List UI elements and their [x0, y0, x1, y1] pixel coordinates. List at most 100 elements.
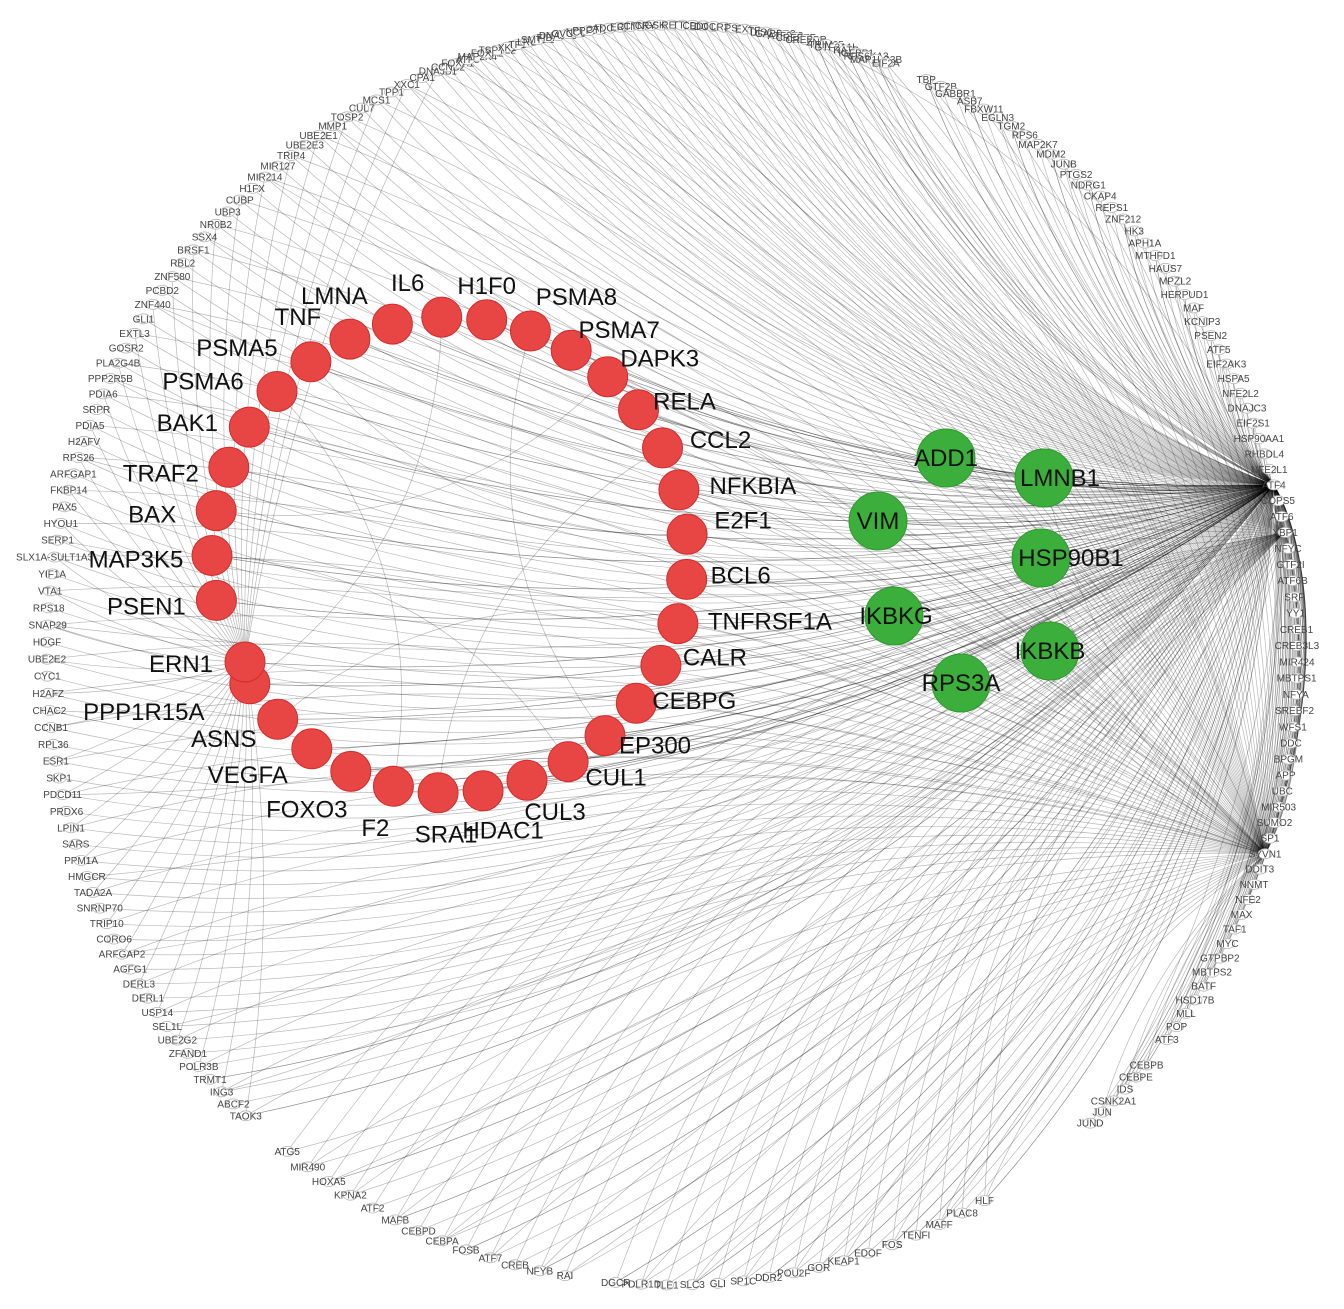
outer-node-label: TRIP4	[277, 151, 306, 162]
edge	[1234, 853, 1266, 930]
outer-node-label: ABCF2	[217, 1099, 250, 1110]
outer-node-mir503	[1271, 801, 1286, 813]
edge	[1273, 484, 1293, 565]
edge	[925, 79, 1274, 486]
edge	[984, 853, 1266, 1201]
outer-node-keap1	[836, 1255, 851, 1267]
outer-node-arfgap2	[114, 948, 130, 960]
outer-node-label: ING3	[210, 1087, 234, 1098]
edge	[78, 457, 1286, 562]
outer-node-label: MBTPS1	[1277, 674, 1317, 685]
edge	[955, 93, 1274, 486]
outer-node-creb	[507, 1259, 523, 1271]
outer-node-label: RATB	[833, 46, 859, 57]
edge	[350, 532, 1286, 1196]
edge	[102, 393, 246, 663]
outer-node-label: CTN1	[586, 25, 613, 36]
outer-node-label: HOXA5	[312, 1177, 346, 1188]
red-node-bax	[195, 490, 237, 532]
edge	[768, 484, 1275, 1278]
edge	[768, 532, 1286, 1278]
outer-node-label: RBL2	[170, 259, 195, 270]
outer-node-label: NFE2	[1235, 895, 1261, 906]
edge	[58, 484, 1275, 806]
edge	[198, 847, 1266, 1067]
edge	[350, 757, 1266, 855]
outer-node-lpin1	[63, 822, 79, 834]
outer-node-label: EIF2A	[872, 59, 900, 70]
outer-node-label: JUN	[1092, 1108, 1111, 1119]
outer-node-label: XBP1	[1272, 528, 1298, 539]
edge	[825, 44, 1266, 854]
red-node-label: PSMA8	[536, 284, 617, 311]
edge	[350, 853, 1266, 1196]
edge	[318, 135, 1274, 489]
red-node-e2f1	[666, 513, 708, 555]
outer-node-label: HYOU1	[44, 519, 79, 530]
edge	[93, 484, 1275, 899]
outer-node-tenfi	[908, 1229, 924, 1241]
outer-node-hoxa5	[321, 1176, 337, 1187]
edge	[1174, 281, 1275, 486]
outer-node-label: SYVN1	[1249, 849, 1282, 860]
edge	[47, 484, 1274, 733]
outer-node-label: GOSR2	[109, 344, 144, 355]
outer-node-label: REPS1	[1095, 203, 1128, 214]
outer-node-label: MIR214	[247, 173, 282, 184]
outer-node-abcf2	[226, 1098, 241, 1110]
edge	[328, 532, 1286, 1182]
edge	[487, 52, 1274, 486]
edge	[75, 484, 1275, 858]
outer-node-label: DDIT3	[1245, 865, 1274, 876]
edge	[1273, 484, 1307, 792]
red-node-bcl6	[666, 558, 708, 600]
outer-node-gosr2	[118, 342, 134, 354]
outer-node-label: DISC1	[750, 28, 780, 39]
edge	[961, 532, 1286, 1214]
outer-node-label: MAFF	[926, 1220, 953, 1231]
edge	[1075, 174, 1275, 486]
edge	[204, 236, 1286, 533]
outer-node-label: DNAJC3	[1228, 404, 1267, 415]
red-node-label: IL6	[391, 270, 424, 297]
edge	[681, 24, 1274, 486]
outer-node-label: TR	[748, 26, 761, 37]
edge	[68, 489, 246, 663]
red-node-ern1	[224, 641, 266, 683]
outer-node-atf6	[1274, 511, 1290, 522]
edge	[221, 850, 1266, 1093]
edge	[198, 484, 1275, 1067]
edge	[723, 26, 1286, 533]
red-node-label: H1F0	[457, 273, 516, 300]
outer-node-label: IDS	[1117, 1085, 1134, 1096]
edge	[891, 484, 1275, 1245]
edge	[114, 484, 1275, 941]
outer-node-tpp1	[384, 86, 399, 98]
outer-node-label: UBC	[1272, 787, 1293, 798]
edge	[527, 41, 1274, 486]
edge	[666, 532, 1286, 1286]
outer-node-tbp	[918, 74, 934, 85]
edge	[539, 532, 1286, 1271]
edge	[1010, 125, 1274, 486]
outer-node-label: OVOL1	[552, 29, 586, 40]
edge	[418, 484, 1275, 1232]
outer-node-srpr	[89, 404, 104, 415]
outer-node-srebf2	[1287, 705, 1302, 716]
edge	[57, 484, 1274, 649]
outer-node-label: ATF2	[361, 1204, 385, 1215]
edge	[70, 756, 1266, 855]
outer-node-label: FOXA2	[471, 49, 504, 60]
outer-node-label: TENFI	[901, 1231, 930, 1242]
edge	[1050, 153, 1275, 486]
edge	[843, 484, 1275, 1262]
edge	[845, 49, 1274, 486]
edge	[55, 716, 1266, 855]
edge	[774, 33, 1274, 486]
outer-node-label: FOXA1	[441, 59, 474, 70]
red-node-label: MAP3K5	[89, 547, 184, 574]
outer-node-trmt1	[202, 1073, 218, 1085]
edge	[421, 77, 1274, 486]
red-node-il6	[421, 296, 463, 338]
edge	[1135, 484, 1281, 1078]
